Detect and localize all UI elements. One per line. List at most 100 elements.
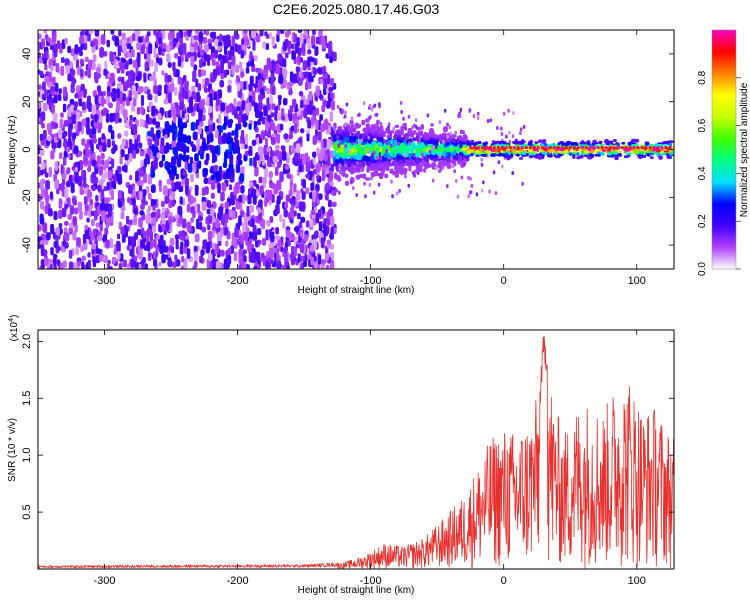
heatmap-cell <box>158 261 162 267</box>
heatmap-cell <box>205 153 210 162</box>
heatmap-cell <box>328 46 333 58</box>
heatmap-cell <box>194 184 198 196</box>
heatmap-cell <box>220 192 224 202</box>
heatmap-cell <box>152 251 157 260</box>
heatmap-cell <box>337 143 340 148</box>
heatmap-cell <box>537 139 543 143</box>
heatmap-cell <box>394 124 400 128</box>
heatmap-cell <box>408 141 411 146</box>
heatmap-cell <box>360 168 363 173</box>
heatmap-cell <box>143 245 148 251</box>
heatmap-cell <box>147 252 152 258</box>
heatmap-cell <box>366 166 370 173</box>
heatmap-cell <box>377 182 381 187</box>
heatmap-cell <box>505 134 508 139</box>
heatmap-cell <box>233 251 238 262</box>
heatmap-cell <box>358 112 361 117</box>
heatmap-cell <box>416 170 420 175</box>
colorbar-label: Normalized spectral amplitude <box>739 82 750 217</box>
heatmap-cell <box>346 160 352 168</box>
heatmap-cell <box>307 49 312 55</box>
heatmap-cell <box>235 123 239 133</box>
heatmap-cell <box>356 161 359 166</box>
heatmap-cell <box>639 150 645 155</box>
heatmap-cell <box>145 34 149 43</box>
heatmap-cell <box>652 146 656 150</box>
heatmap-cell <box>598 141 602 145</box>
heatmap-cell <box>249 204 254 213</box>
heatmap-cell <box>303 109 308 119</box>
heatmap-cell <box>376 164 382 170</box>
heatmap-cell <box>62 141 67 148</box>
heatmap-cell <box>284 253 288 263</box>
heatmap-cell <box>104 197 108 204</box>
heatmap-cell <box>136 41 142 51</box>
heatmap-cell <box>311 115 315 126</box>
heatmap-cell <box>124 227 129 238</box>
heatmap-cell <box>87 67 91 79</box>
heatmap-cell <box>305 187 310 195</box>
heatmap-cell <box>352 155 358 160</box>
heatmap-cell <box>240 236 244 245</box>
heatmap-cell <box>40 245 45 257</box>
heatmap-cell <box>183 258 188 269</box>
heatmap-cell <box>454 130 457 135</box>
heatmap-cell <box>223 156 228 168</box>
heatmap-cell <box>266 250 271 259</box>
colorbar-frame <box>711 29 737 270</box>
heatmap-cell <box>43 30 48 34</box>
heatmap-cell <box>348 136 353 142</box>
heatmap-cell <box>182 169 187 176</box>
heatmap-cell <box>268 170 273 179</box>
heatmap-cell <box>94 30 100 37</box>
heatmap-cell <box>285 194 291 203</box>
heatmap-cell <box>146 130 152 137</box>
heatmap-cell <box>480 162 484 167</box>
heatmap-cell <box>60 112 64 118</box>
heatmap-cell <box>208 124 213 134</box>
heatmap-cell <box>278 74 284 85</box>
snr-x-tick-label: 0 <box>501 575 507 587</box>
snr-x-tick-label: -200 <box>227 575 249 587</box>
heatmap-cell <box>168 215 173 224</box>
heatmap-cell <box>140 150 145 157</box>
heatmap-cell <box>668 143 673 147</box>
heatmap-cell <box>564 142 570 147</box>
heatmap-cell <box>154 146 159 154</box>
heatmap-cell <box>138 184 143 193</box>
heatmap-cell <box>180 142 185 153</box>
heatmap-cell <box>279 30 285 34</box>
heatmap-cell <box>612 139 617 142</box>
heatmap-cell <box>321 36 326 47</box>
heatmap-cell <box>442 139 445 144</box>
heatmap-cell <box>85 148 90 158</box>
heatmap-cell <box>122 109 128 118</box>
heatmap-cell <box>271 36 276 47</box>
heatmap-cell <box>304 81 309 91</box>
heatmap-cell <box>394 173 399 178</box>
heatmap-cell <box>103 185 108 192</box>
heatmap-cell <box>277 263 283 269</box>
heatmap-cell <box>448 125 452 130</box>
colorbar-tick-label: 0.2 <box>697 214 708 228</box>
heatmap-cell <box>44 75 50 84</box>
heatmap-cell <box>330 78 335 87</box>
heatmap-cell <box>564 146 568 150</box>
heatmap-cell <box>533 150 538 154</box>
heatmap-cell <box>54 179 59 190</box>
heatmap-cell <box>128 119 133 127</box>
heatmap-cell <box>608 146 612 150</box>
heatmap-cell <box>138 251 143 260</box>
heatmap-cell <box>432 156 437 160</box>
heatmap-cell <box>238 248 243 256</box>
heatmap-cell <box>252 90 256 101</box>
heatmap-cell <box>322 87 327 96</box>
heatmap-cell <box>548 146 552 150</box>
heatmap-cell <box>430 150 436 156</box>
heatmap-cell <box>161 200 165 208</box>
heatmap-cell <box>236 145 240 154</box>
heatmap-cell <box>135 75 141 82</box>
heatmap-cell <box>480 188 484 193</box>
heatmap-cell <box>161 70 165 76</box>
heatmap-cell <box>179 196 183 205</box>
